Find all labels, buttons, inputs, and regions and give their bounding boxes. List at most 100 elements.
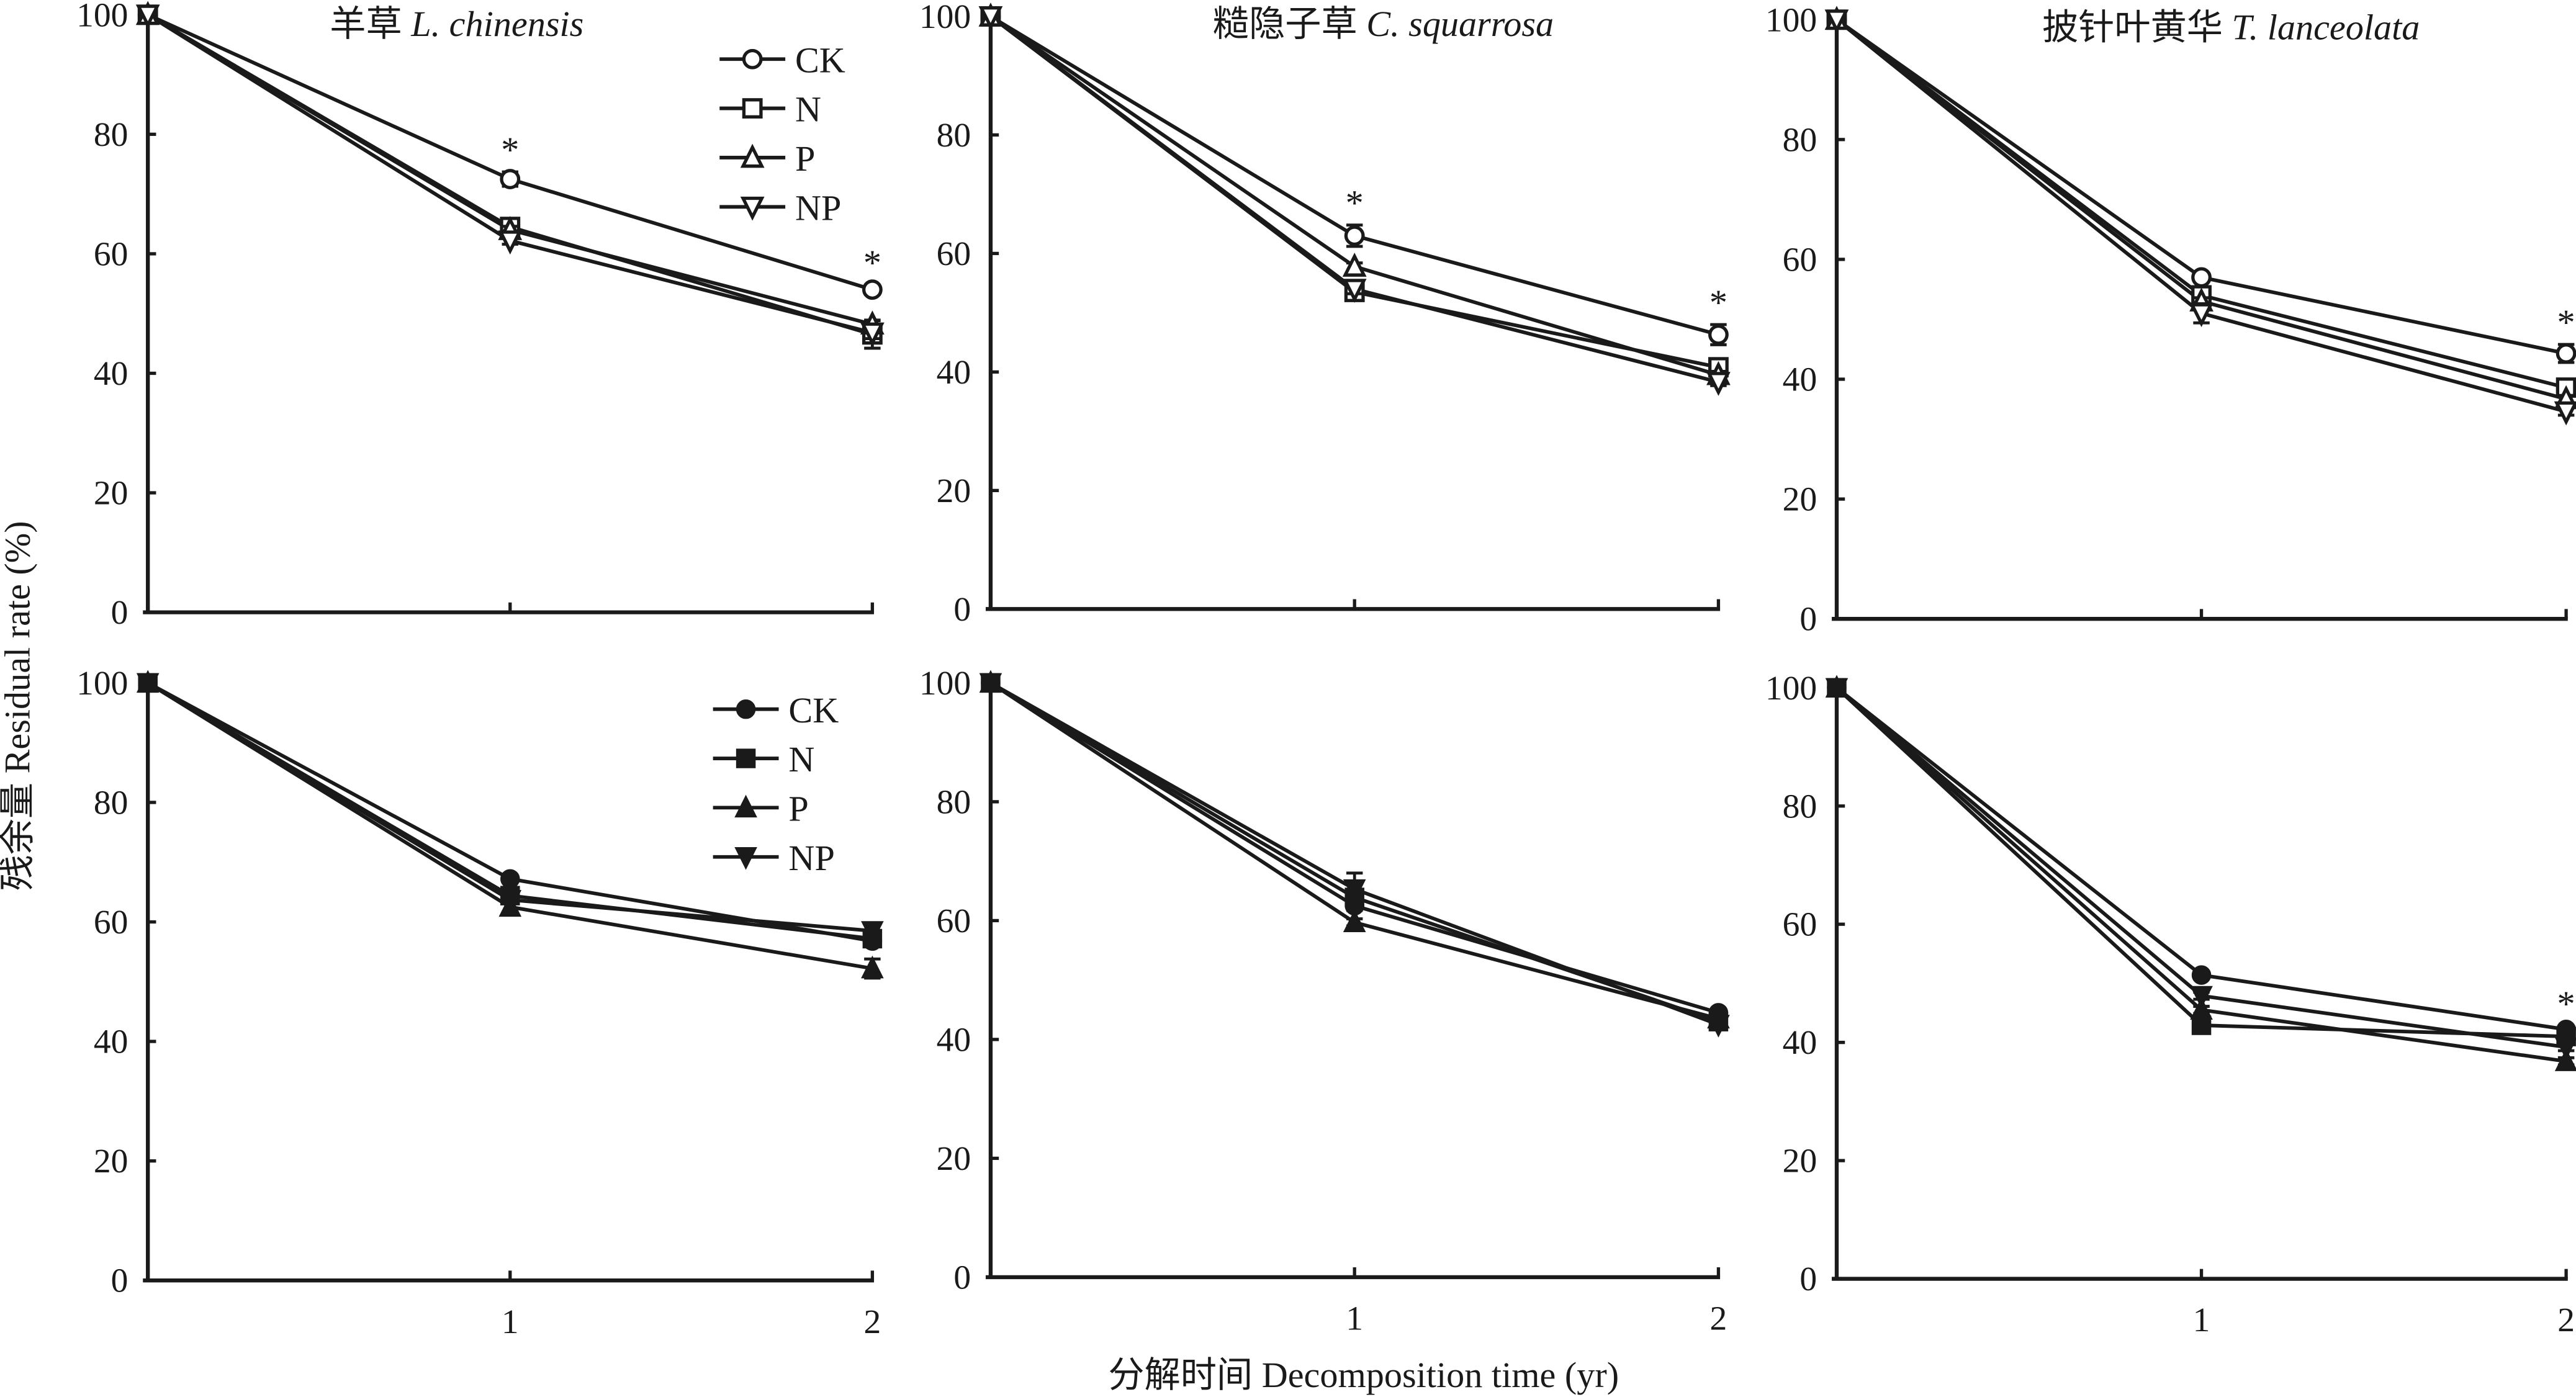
data-point-p — [2554, 1048, 2576, 1071]
data-point-np — [2554, 401, 2576, 426]
y-tick-label: 80 — [1783, 787, 1817, 825]
y-tick-label: 0 — [1799, 1260, 1817, 1298]
data-point-ck — [1708, 324, 1729, 345]
y-tick-label: 0 — [953, 1258, 971, 1296]
y-tick-label: 40 — [937, 353, 971, 392]
panel-title-cn: 糙隐子草 — [1213, 4, 1366, 44]
data-point-np — [135, 4, 160, 29]
x-tick-label: 2 — [2557, 1301, 2575, 1339]
data-point-ck — [2191, 267, 2212, 288]
y-tick-label: 20 — [1783, 1142, 1817, 1180]
y-tick-label: 80 — [94, 115, 128, 154]
panel-title-species: L. chinensis — [410, 4, 583, 44]
chart-panel-4: 0 20 40 60 80 100 1 2 CK NP NP — [76, 664, 884, 1341]
y-tick-label: 100 — [1765, 1, 1817, 39]
data-point-np — [2189, 303, 2213, 328]
x-axis-title: 分解时间 Decomposition time (yr) — [1108, 1355, 1619, 1395]
y-tick-label: 100 — [76, 664, 128, 703]
panel-title-species: C. squarrosa — [1366, 4, 1554, 44]
x-tick-label: 2 — [863, 1303, 881, 1341]
panel-title: 披针叶黄华 T. lanceolata — [2042, 7, 2420, 47]
x-tick-label: 1 — [502, 1303, 519, 1341]
significance-asterisk: * — [2557, 984, 2575, 1024]
x-tick-label: 2 — [1710, 1300, 1727, 1338]
legend-marker-np — [740, 196, 765, 221]
y-tick-label: 100 — [919, 664, 971, 703]
y-tick-label: 0 — [111, 593, 128, 632]
legend-label: CK — [788, 690, 839, 730]
legend-marker-n — [742, 98, 763, 119]
data-point-np — [2554, 1037, 2576, 1061]
panel-title-cn: 披针叶黄华 — [2042, 7, 2232, 47]
series-line-p — [989, 681, 1719, 1021]
y-tick-label: 80 — [937, 116, 971, 155]
y-tick-label: 60 — [1783, 240, 1817, 279]
panel-title: 糙隐子草 C. squarrosa — [1213, 4, 1554, 44]
y-tick-label: 60 — [937, 235, 971, 273]
legend-label: NP — [795, 187, 841, 228]
y-tick-label: 100 — [1765, 669, 1817, 707]
data-point-p — [1342, 253, 1367, 277]
data-point-np — [1342, 279, 1367, 303]
chart-panel-1: 0 20 40 60 80 100 羊草 L. chinensis * * CK NP NP — [76, 0, 885, 632]
data-point-np — [1707, 1015, 1730, 1038]
x-tick-label: 1 — [2193, 1301, 2210, 1339]
legend-item-n: N — [719, 89, 821, 130]
data-point-np — [861, 921, 884, 944]
legend-item-n: N — [713, 739, 814, 779]
y-tick-label: 0 — [953, 590, 971, 629]
data-point-np — [1706, 372, 1731, 396]
data-point-np — [1343, 879, 1366, 902]
data-point-np — [860, 322, 885, 347]
legend-marker-p — [734, 794, 757, 818]
y-tick-label: 20 — [94, 474, 128, 513]
legend-label: N — [788, 739, 814, 779]
legend-label: N — [795, 89, 821, 130]
data-point-p — [2190, 997, 2213, 1020]
significance-asterisk: * — [863, 243, 881, 283]
data-point-np — [498, 230, 523, 255]
y-tick-label: 40 — [94, 354, 128, 393]
y-tick-label: 40 — [937, 1020, 971, 1059]
y-axis-title: 残余量 Residual rate (%) — [0, 521, 38, 891]
legend-marker-ck — [742, 48, 763, 70]
y-tick-label: 80 — [1783, 120, 1817, 159]
y-tick-label: 80 — [937, 783, 971, 821]
legend-item-ck: CK — [713, 690, 839, 730]
y-tick-label: 60 — [94, 235, 128, 273]
data-point-ck — [500, 869, 520, 889]
panel-title: 羊草 L. chinensis — [330, 4, 583, 44]
legend-label: P — [788, 789, 808, 829]
chart-panel-3: 0 20 40 60 80 100 披针叶黄华 T. lanceolata * — [1765, 1, 2576, 639]
chart-panel-5: 0 20 40 60 80 100 1 2 — [919, 664, 1730, 1338]
significance-asterisk: * — [501, 130, 519, 170]
series-line-n — [989, 681, 1719, 1023]
legend: CK NP NP — [719, 40, 845, 228]
y-tick-label: 20 — [94, 1142, 128, 1180]
data-point-p — [1343, 909, 1366, 932]
y-tick-label: 40 — [94, 1023, 128, 1061]
y-tick-label: 40 — [1783, 361, 1817, 399]
y-tick-label: 60 — [94, 903, 128, 941]
legend-item-np: NP — [719, 187, 841, 228]
y-tick-label: 60 — [1783, 905, 1817, 944]
data-point-ck — [2191, 965, 2212, 985]
y-tick-label: 20 — [937, 472, 971, 510]
data-point-np — [978, 6, 1003, 30]
x-tick-label: 1 — [1346, 1300, 1363, 1338]
panel-title-cn: 羊草 — [330, 4, 411, 44]
chart-panel-6: 0 20 40 60 80 100 1 2 * — [1765, 669, 2576, 1339]
data-point-np — [979, 673, 1002, 696]
series-line-p — [1835, 18, 2567, 401]
data-point-ck — [862, 279, 883, 300]
legend-marker-p — [740, 143, 765, 168]
y-tick-label: 20 — [937, 1139, 971, 1178]
data-point-np — [498, 890, 522, 913]
data-point-np — [2190, 986, 2213, 1009]
legend-item-p: P — [719, 138, 815, 179]
legend-marker-ck — [736, 699, 756, 719]
data-point-np — [136, 673, 160, 696]
series-line-np — [989, 681, 1719, 1026]
significance-asterisk: * — [1709, 282, 1727, 323]
